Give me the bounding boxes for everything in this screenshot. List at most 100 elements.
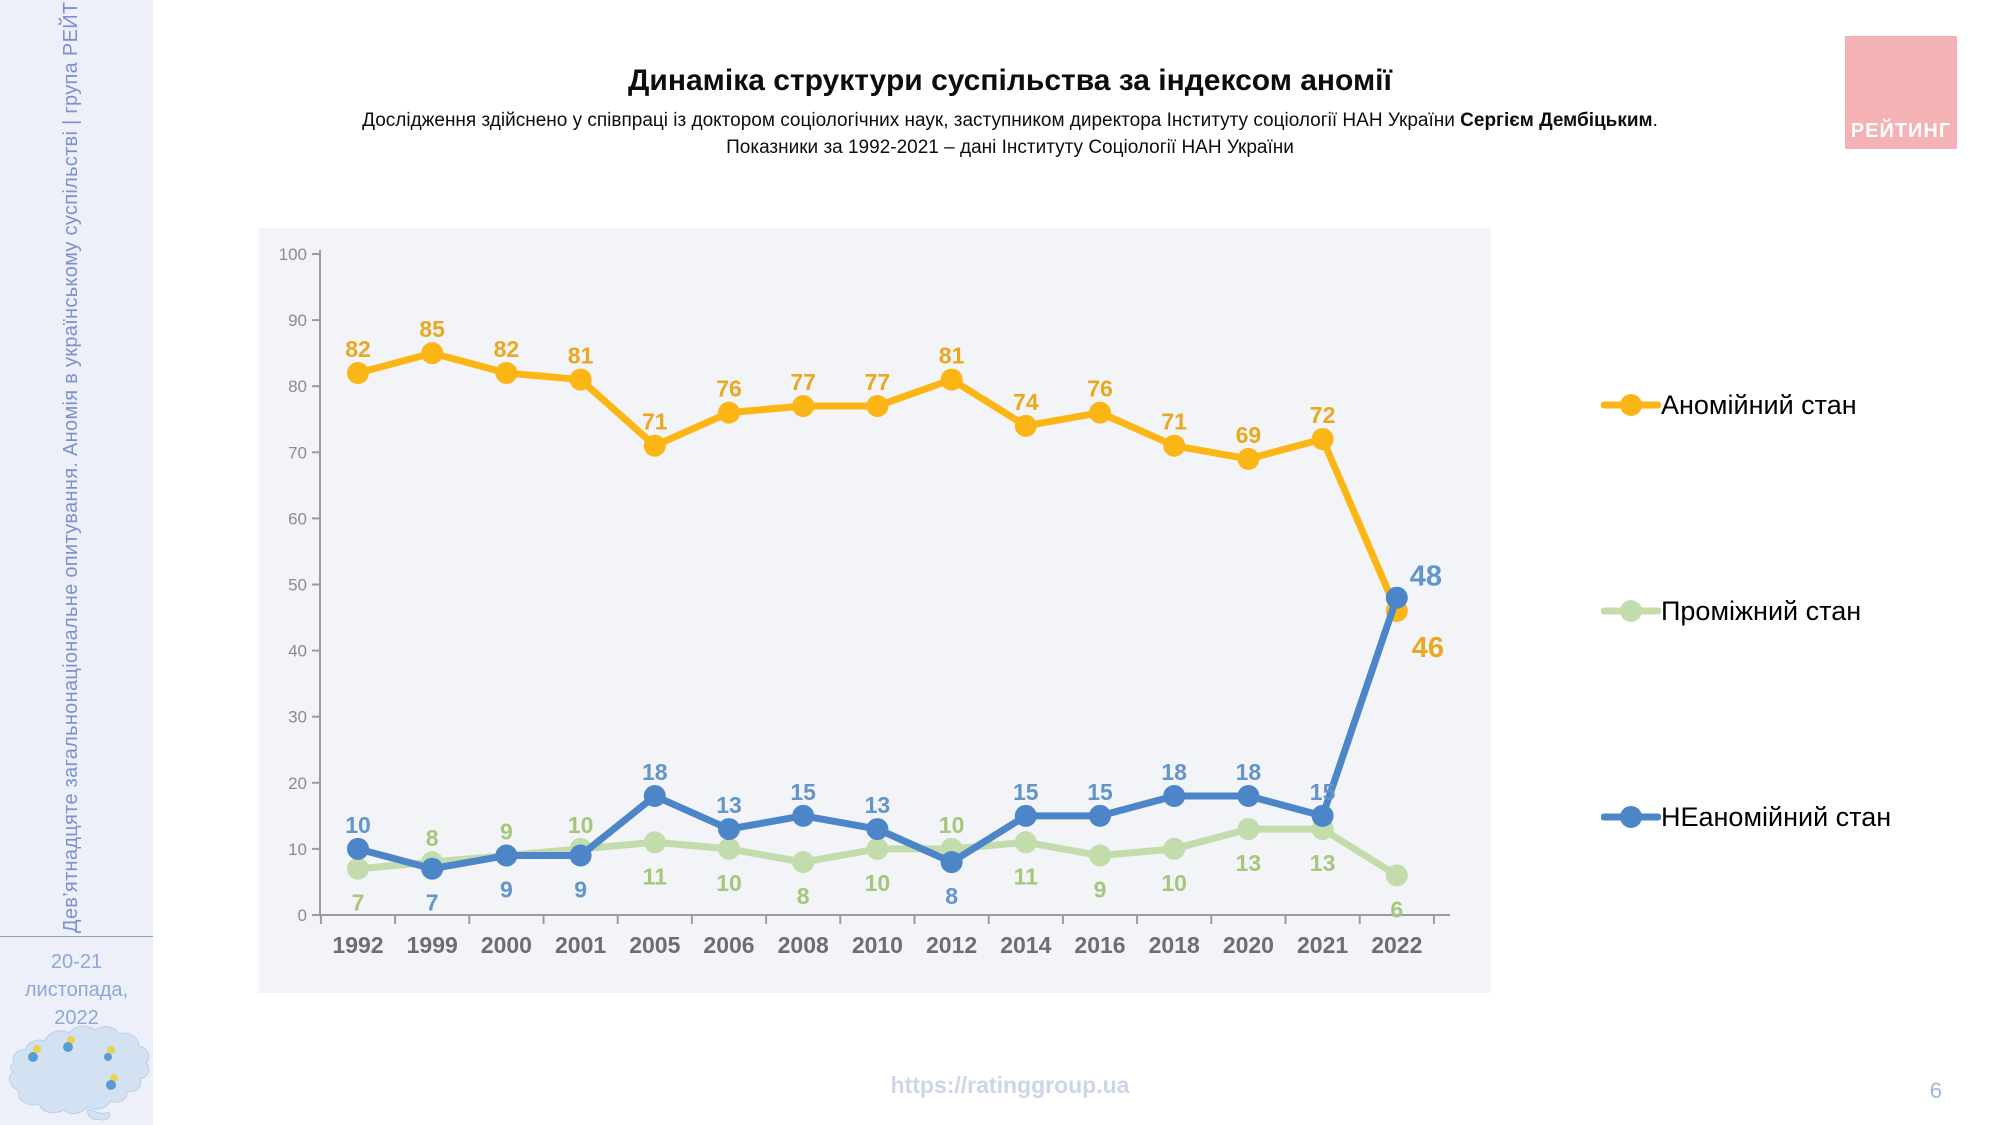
- svg-text:74: 74: [1013, 389, 1039, 415]
- legend-item-3: НЕаномійний стан: [1601, 800, 1891, 834]
- subtitle-line1: Дослідження здійснено у співпраці із док…: [160, 107, 1860, 134]
- svg-text:80: 80: [288, 377, 307, 396]
- svg-text:48: 48: [1410, 561, 1442, 593]
- svg-text:82: 82: [345, 336, 371, 362]
- svg-text:2001: 2001: [555, 932, 606, 958]
- svg-text:76: 76: [1087, 376, 1113, 402]
- svg-text:2000: 2000: [481, 932, 532, 958]
- legend-label: Аномійний стан: [1661, 389, 1857, 420]
- page-number: 6: [1929, 1078, 1942, 1103]
- legend-label: НЕаномійний стан: [1661, 801, 1892, 832]
- svg-text:15: 15: [1013, 779, 1039, 805]
- svg-text:9: 9: [500, 819, 513, 845]
- svg-text:15: 15: [1087, 779, 1113, 805]
- sidebar-vertical-title: Дев’ятнадцяте загальнонаціональне опитув…: [60, 0, 82, 933]
- legend-label: Проміжний стан: [1661, 595, 1862, 626]
- svg-text:7: 7: [352, 890, 365, 916]
- subtitle-author-name: Сергієм Дембіцьким: [1460, 110, 1653, 131]
- svg-text:7: 7: [426, 890, 439, 916]
- svg-text:2018: 2018: [1149, 932, 1200, 958]
- svg-text:81: 81: [568, 343, 594, 369]
- anomie-index-chart: 0 10 20 30 40 50 60 70 80 90 100 1992 1999 2000 2001 20…: [259, 228, 1491, 993]
- legend-marker-icon: [1601, 394, 1661, 416]
- svg-text:72: 72: [1310, 402, 1336, 428]
- svg-text:11: 11: [643, 863, 668, 889]
- svg-text:0: 0: [298, 906, 307, 925]
- svg-text:77: 77: [865, 369, 891, 395]
- header: Динаміка структури суспільства за індекс…: [160, 64, 1860, 161]
- svg-text:9: 9: [500, 877, 513, 903]
- svg-text:60: 60: [288, 509, 307, 528]
- svg-text:10: 10: [288, 840, 307, 859]
- svg-text:2016: 2016: [1074, 932, 1125, 958]
- svg-text:13: 13: [865, 792, 891, 818]
- svg-text:70: 70: [288, 443, 307, 462]
- svg-text:8: 8: [797, 883, 810, 909]
- svg-text:2005: 2005: [629, 932, 680, 958]
- footer-url[interactable]: https://ratinggroup.ua: [890, 1072, 1130, 1098]
- sidebar-divider: [0, 936, 153, 937]
- rating-logo-text: РЕЙТИНГ: [1850, 120, 1952, 142]
- svg-text:13: 13: [716, 792, 742, 818]
- svg-text:76: 76: [716, 376, 742, 402]
- svg-text:2010: 2010: [852, 932, 903, 958]
- svg-text:82: 82: [494, 336, 520, 362]
- svg-text:69: 69: [1236, 422, 1262, 448]
- subtitle-period: .: [1652, 110, 1658, 131]
- svg-text:2012: 2012: [926, 932, 977, 958]
- svg-text:10: 10: [939, 812, 965, 838]
- svg-text:100: 100: [279, 245, 307, 264]
- svg-text:1992: 1992: [332, 932, 383, 958]
- svg-text:18: 18: [1236, 759, 1262, 785]
- svg-text:10: 10: [568, 812, 594, 838]
- sidebar: Дев’ятнадцяте загальнонаціональне опитув…: [0, 0, 153, 1125]
- svg-text:11: 11: [1014, 863, 1039, 889]
- svg-text:10: 10: [865, 870, 891, 896]
- svg-text:10: 10: [345, 812, 371, 838]
- svg-text:81: 81: [939, 343, 965, 369]
- subtitle-line2: Показники за 1992-2021 – дані Інституту …: [726, 137, 1294, 158]
- svg-text:10: 10: [1161, 870, 1187, 896]
- svg-text:50: 50: [288, 576, 307, 595]
- svg-text:15: 15: [1310, 779, 1336, 805]
- legend-item-1: Аномійний стан: [1601, 388, 1857, 422]
- page-title: Динаміка структури суспільства за індекс…: [628, 64, 1392, 97]
- svg-text:6: 6: [1390, 896, 1403, 922]
- svg-text:20: 20: [288, 774, 307, 793]
- chart-canvas: 0 10 20 30 40 50 60 70 80 90 100 1992 1999 2000 2001 20…: [279, 245, 1450, 958]
- svg-text:71: 71: [1161, 409, 1187, 435]
- svg-text:8: 8: [426, 825, 439, 851]
- svg-text:71: 71: [642, 409, 668, 435]
- svg-text:46: 46: [1412, 632, 1444, 664]
- svg-text:2021: 2021: [1297, 932, 1348, 958]
- legend-item-2: Проміжний стан: [1601, 594, 1861, 628]
- svg-text:2022: 2022: [1371, 932, 1422, 958]
- svg-text:9: 9: [574, 877, 587, 903]
- svg-text:2006: 2006: [703, 932, 754, 958]
- svg-text:77: 77: [790, 369, 816, 395]
- svg-text:40: 40: [288, 642, 307, 661]
- rating-logo: РЕЙТИНГ: [1845, 36, 1957, 149]
- legend-marker-icon: [1601, 806, 1661, 828]
- svg-text:30: 30: [288, 708, 307, 727]
- svg-text:13: 13: [1236, 850, 1262, 876]
- svg-text:18: 18: [1161, 759, 1187, 785]
- survey-date-line1: 20-21 листопада,: [24, 951, 129, 1001]
- legend-marker-icon: [1601, 600, 1661, 622]
- svg-text:2008: 2008: [778, 932, 829, 958]
- survey-date: 20-21 листопада, 2022: [0, 948, 153, 1032]
- svg-text:18: 18: [642, 759, 668, 785]
- ukraine-map-icon: [8, 1025, 150, 1121]
- svg-text:9: 9: [1094, 877, 1107, 903]
- svg-text:90: 90: [288, 311, 307, 330]
- svg-text:1999: 1999: [407, 932, 458, 958]
- svg-text:10: 10: [716, 870, 742, 896]
- svg-text:15: 15: [790, 779, 816, 805]
- survey-date-line2: 2022: [54, 1007, 99, 1029]
- svg-text:2014: 2014: [1000, 932, 1051, 958]
- svg-text:85: 85: [419, 316, 445, 342]
- svg-text:13: 13: [1310, 850, 1336, 876]
- subtitle-text: Дослідження здійснено у співпраці із док…: [362, 110, 1461, 131]
- svg-text:2020: 2020: [1223, 932, 1274, 958]
